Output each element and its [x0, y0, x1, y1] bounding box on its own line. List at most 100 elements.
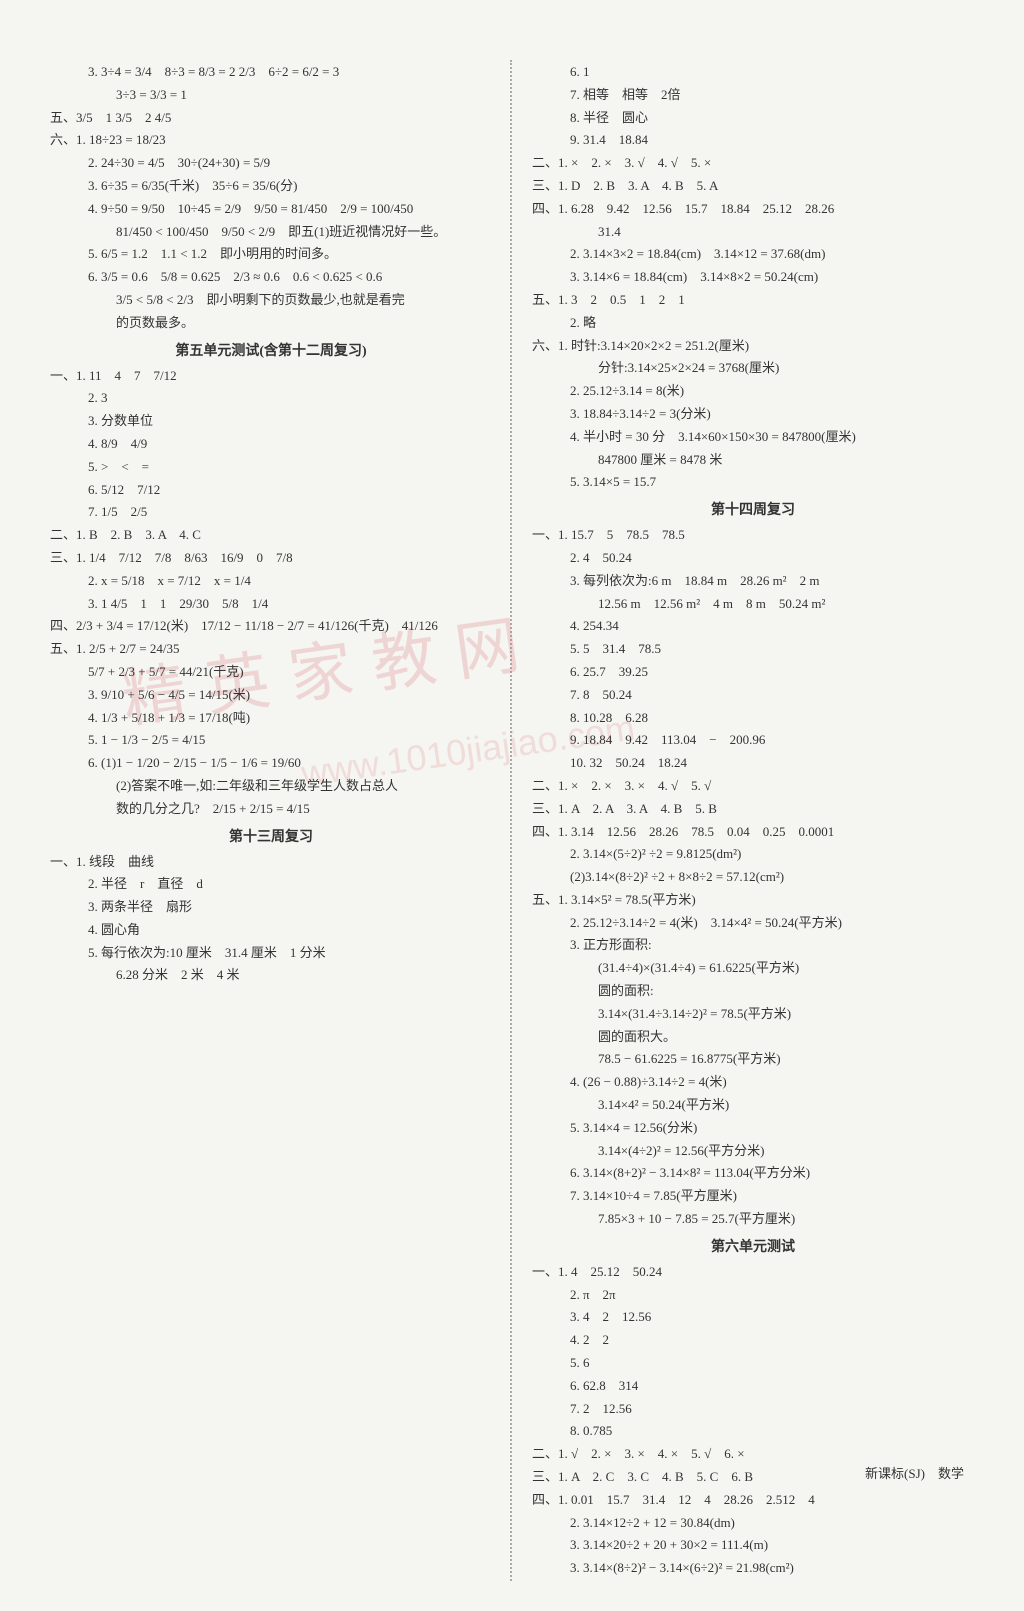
answer-line: 3. 6÷35 = 6/35(千米) 35÷6 = 35/6(分): [50, 176, 492, 197]
answer-line: 3. 3.14×20÷2 + 20 + 30×2 = 111.4(m): [532, 1535, 974, 1556]
answer-line: 5. 1 − 1/3 − 2/5 = 4/15: [50, 730, 492, 751]
answer-line: 9. 18.84 9.42 113.04 − 200.96: [532, 730, 974, 751]
answer-line: 2. x = 5/18 x = 7/12 x = 1/4: [50, 571, 492, 592]
answer-line: 3.14×(4÷2)² = 12.56(平方分米): [532, 1141, 974, 1162]
answer-line: 圆的面积:: [532, 981, 974, 1002]
answer-line: 2. 3.14×12÷2 + 12 = 30.84(dm): [532, 1513, 974, 1534]
answer-line: 五、1. 3.14×5² = 78.5(平方米): [532, 890, 974, 911]
answer-line: 一、1. 11 4 7 7/12: [50, 366, 492, 387]
answer-line: 2. π 2π: [532, 1285, 974, 1306]
answer-line: 3.14×4² = 50.24(平方米): [532, 1095, 974, 1116]
answer-line: 3. 9/10 + 5/6 − 4/5 = 14/15(米): [50, 685, 492, 706]
answer-line: 3. 3.14×6 = 18.84(cm) 3.14×8×2 = 50.24(c…: [532, 267, 974, 288]
answer-line: 7. 2 12.56: [532, 1399, 974, 1420]
answer-line: 圆的面积大。: [532, 1027, 974, 1048]
answer-line: 5. 3.14×5 = 15.7: [532, 472, 974, 493]
answer-line: 31.4: [532, 222, 974, 243]
answer-line: 3. 3÷4 = 3/4 8÷3 = 8/3 = 2 2/3 6÷2 = 6/2…: [50, 62, 492, 83]
answer-line: 6. 5/12 7/12: [50, 480, 492, 501]
section-title: 第十四周复习: [532, 499, 974, 519]
answer-line: 2. 25.12÷3.14÷2 = 4(米) 3.14×4² = 50.24(平…: [532, 913, 974, 934]
answer-line: 7. 8 50.24: [532, 685, 974, 706]
answer-line: 2. 24÷30 = 4/5 30÷(24+30) = 5/9: [50, 153, 492, 174]
answer-line: 9. 31.4 18.84: [532, 130, 974, 151]
answer-line: 8. 半径 圆心: [532, 108, 974, 129]
answer-line: 4. 8/9 4/9: [50, 434, 492, 455]
answer-line: 2. 半径 r 直径 d: [50, 874, 492, 895]
answer-line: 五、1. 2/5 + 2/7 = 24/35: [50, 639, 492, 660]
answer-line: 4. 2 2: [532, 1330, 974, 1351]
answer-line: 4. 半小时 = 30 分 3.14×60×150×30 = 847800(厘米…: [532, 427, 974, 448]
answer-line: (2)答案不唯一,如:二年级和三年级学生人数占总人: [50, 776, 492, 797]
answer-line: 3. 4 2 12.56: [532, 1307, 974, 1328]
answer-line: 6. 3.14×(8+2)² − 3.14×8² = 113.04(平方分米): [532, 1163, 974, 1184]
answer-line: 3÷3 = 3/3 = 1: [50, 85, 492, 106]
answer-line: 二、1. √ 2. × 3. × 4. × 5. √ 6. ×: [532, 1444, 974, 1465]
answer-line: 数的几分之几? 2/15 + 2/15 = 4/15: [50, 799, 492, 820]
answer-line: 7.85×3 + 10 − 7.85 = 25.7(平方厘米): [532, 1209, 974, 1230]
answer-line: 二、1. × 2. × 3. √ 4. √ 5. ×: [532, 153, 974, 174]
answer-line: 三、1. D 2. B 3. A 4. B 5. A: [532, 176, 974, 197]
answer-line: 的页数最多。: [50, 313, 492, 334]
answer-line: 五、1. 3 2 0.5 1 2 1: [532, 290, 974, 311]
answer-line: 3. 1 4/5 1 1 29/30 5/8 1/4: [50, 594, 492, 615]
answer-line: 一、1. 线段 曲线: [50, 852, 492, 873]
answer-line: 六、1. 时针:3.14×20×2×2 = 251.2(厘米): [532, 336, 974, 357]
answer-line: 5. 5 31.4 78.5: [532, 639, 974, 660]
page: 3. 3÷4 = 3/4 8÷3 = 8/3 = 2 2/3 6÷2 = 6/2…: [0, 0, 1024, 1611]
answer-line: 8. 0.785: [532, 1421, 974, 1442]
answer-line: 三、1. 1/4 7/12 7/8 8/63 16/9 0 7/8: [50, 548, 492, 569]
answer-line: 2. 3.14×3×2 = 18.84(cm) 3.14×12 = 37.68(…: [532, 244, 974, 265]
answer-line: 2. 25.12÷3.14 = 8(米): [532, 381, 974, 402]
answer-line: 6. 3/5 = 0.6 5/8 = 0.625 2/3 ≈ 0.6 0.6 <…: [50, 267, 492, 288]
answer-line: 一、1. 4 25.12 50.24: [532, 1262, 974, 1283]
answer-line: 3. 3.14×(8÷2)² − 3.14×(6÷2)² = 21.98(cm²…: [532, 1558, 974, 1579]
answer-line: 四、1. 6.28 9.42 12.56 15.7 18.84 25.12 28…: [532, 199, 974, 220]
answer-line: 3. 每列依次为:6 m 18.84 m 28.26 m² 2 m: [532, 571, 974, 592]
answer-line: 3. 18.84÷3.14÷2 = 3(分米): [532, 404, 974, 425]
answer-line: 4. 9÷50 = 9/50 10÷45 = 2/9 9/50 = 81/450…: [50, 199, 492, 220]
answer-line: 4. 254.34: [532, 616, 974, 637]
section-title: 第五单元测试(含第十二周复习): [50, 340, 492, 360]
answer-line: 四、1. 0.01 15.7 31.4 12 4 28.26 2.512 4: [532, 1490, 974, 1511]
answer-line: 四、1. 3.14 12.56 28.26 78.5 0.04 0.25 0.0…: [532, 822, 974, 843]
answer-line: 10. 32 50.24 18.24: [532, 753, 974, 774]
answer-line: 6.28 分米 2 米 4 米: [50, 965, 492, 986]
answer-line: 78.5 − 61.6225 = 16.8775(平方米): [532, 1049, 974, 1070]
answer-line: 3. 分数单位: [50, 411, 492, 432]
answer-line: (2)3.14×(8÷2)² ÷2 + 8×8÷2 = 57.12(cm²): [532, 867, 974, 888]
answer-line: 3/5 < 5/8 < 2/3 即小明剩下的页数最少,也就是看完: [50, 290, 492, 311]
answer-line: 分针:3.14×25×2×24 = 3768(厘米): [532, 358, 974, 379]
answer-line: 5. > < =: [50, 457, 492, 478]
answer-line: 6. 1: [532, 62, 974, 83]
answer-line: 4. 圆心角: [50, 920, 492, 941]
answer-line: 5/7 + 2/3 + 5/7 = 44/21(千克): [50, 662, 492, 683]
answer-line: 二、1. B 2. B 3. A 4. C: [50, 525, 492, 546]
answer-line: 8. 10.28 6.28: [532, 708, 974, 729]
answer-line: 7. 1/5 2/5: [50, 502, 492, 523]
answer-line: 12.56 m 12.56 m² 4 m 8 m 50.24 m²: [532, 594, 974, 615]
section-title: 第六单元测试: [532, 1236, 974, 1256]
answer-line: 2. 4 50.24: [532, 548, 974, 569]
footer-label: 新课标(SJ) 数学: [865, 1463, 964, 1482]
answer-line: 5. 3.14×4 = 12.56(分米): [532, 1118, 974, 1139]
answer-line: 2. 3.14×(5÷2)² ÷2 = 9.8125(dm²): [532, 844, 974, 865]
answer-line: 5. 6: [532, 1353, 974, 1374]
left-column: 3. 3÷4 = 3/4 8÷3 = 8/3 = 2 2/3 6÷2 = 6/2…: [50, 60, 492, 1581]
answer-line: 2. 略: [532, 313, 974, 334]
answer-line: 一、1. 15.7 5 78.5 78.5: [532, 525, 974, 546]
answer-line: 6. 25.7 39.25: [532, 662, 974, 683]
answer-line: 2. 3: [50, 388, 492, 409]
answer-line: 4. 1/3 + 5/18 + 1/3 = 17/18(吨): [50, 708, 492, 729]
answer-line: 7. 相等 相等 2倍: [532, 85, 974, 106]
answer-line: 5. 每行依次为:10 厘米 31.4 厘米 1 分米: [50, 943, 492, 964]
answer-line: 3.14×(31.4÷3.14÷2)² = 78.5(平方米): [532, 1004, 974, 1025]
answer-line: 3. 两条半径 扇形: [50, 897, 492, 918]
answer-line: 4. (26 − 0.88)÷3.14÷2 = 4(米): [532, 1072, 974, 1093]
section-title: 第十三周复习: [50, 826, 492, 846]
answer-line: (31.4÷4)×(31.4÷4) = 61.6225(平方米): [532, 958, 974, 979]
answer-line: 三、1. A 2. A 3. A 4. B 5. B: [532, 799, 974, 820]
answer-line: 二、1. × 2. × 3. × 4. √ 5. √: [532, 776, 974, 797]
answer-line: 81/450 < 100/450 9/50 < 2/9 即五(1)班近视情况好一…: [50, 222, 492, 243]
right-column: 6. 1 7. 相等 相等 2倍 8. 半径 圆心 9. 31.4 18.84 …: [532, 60, 974, 1581]
